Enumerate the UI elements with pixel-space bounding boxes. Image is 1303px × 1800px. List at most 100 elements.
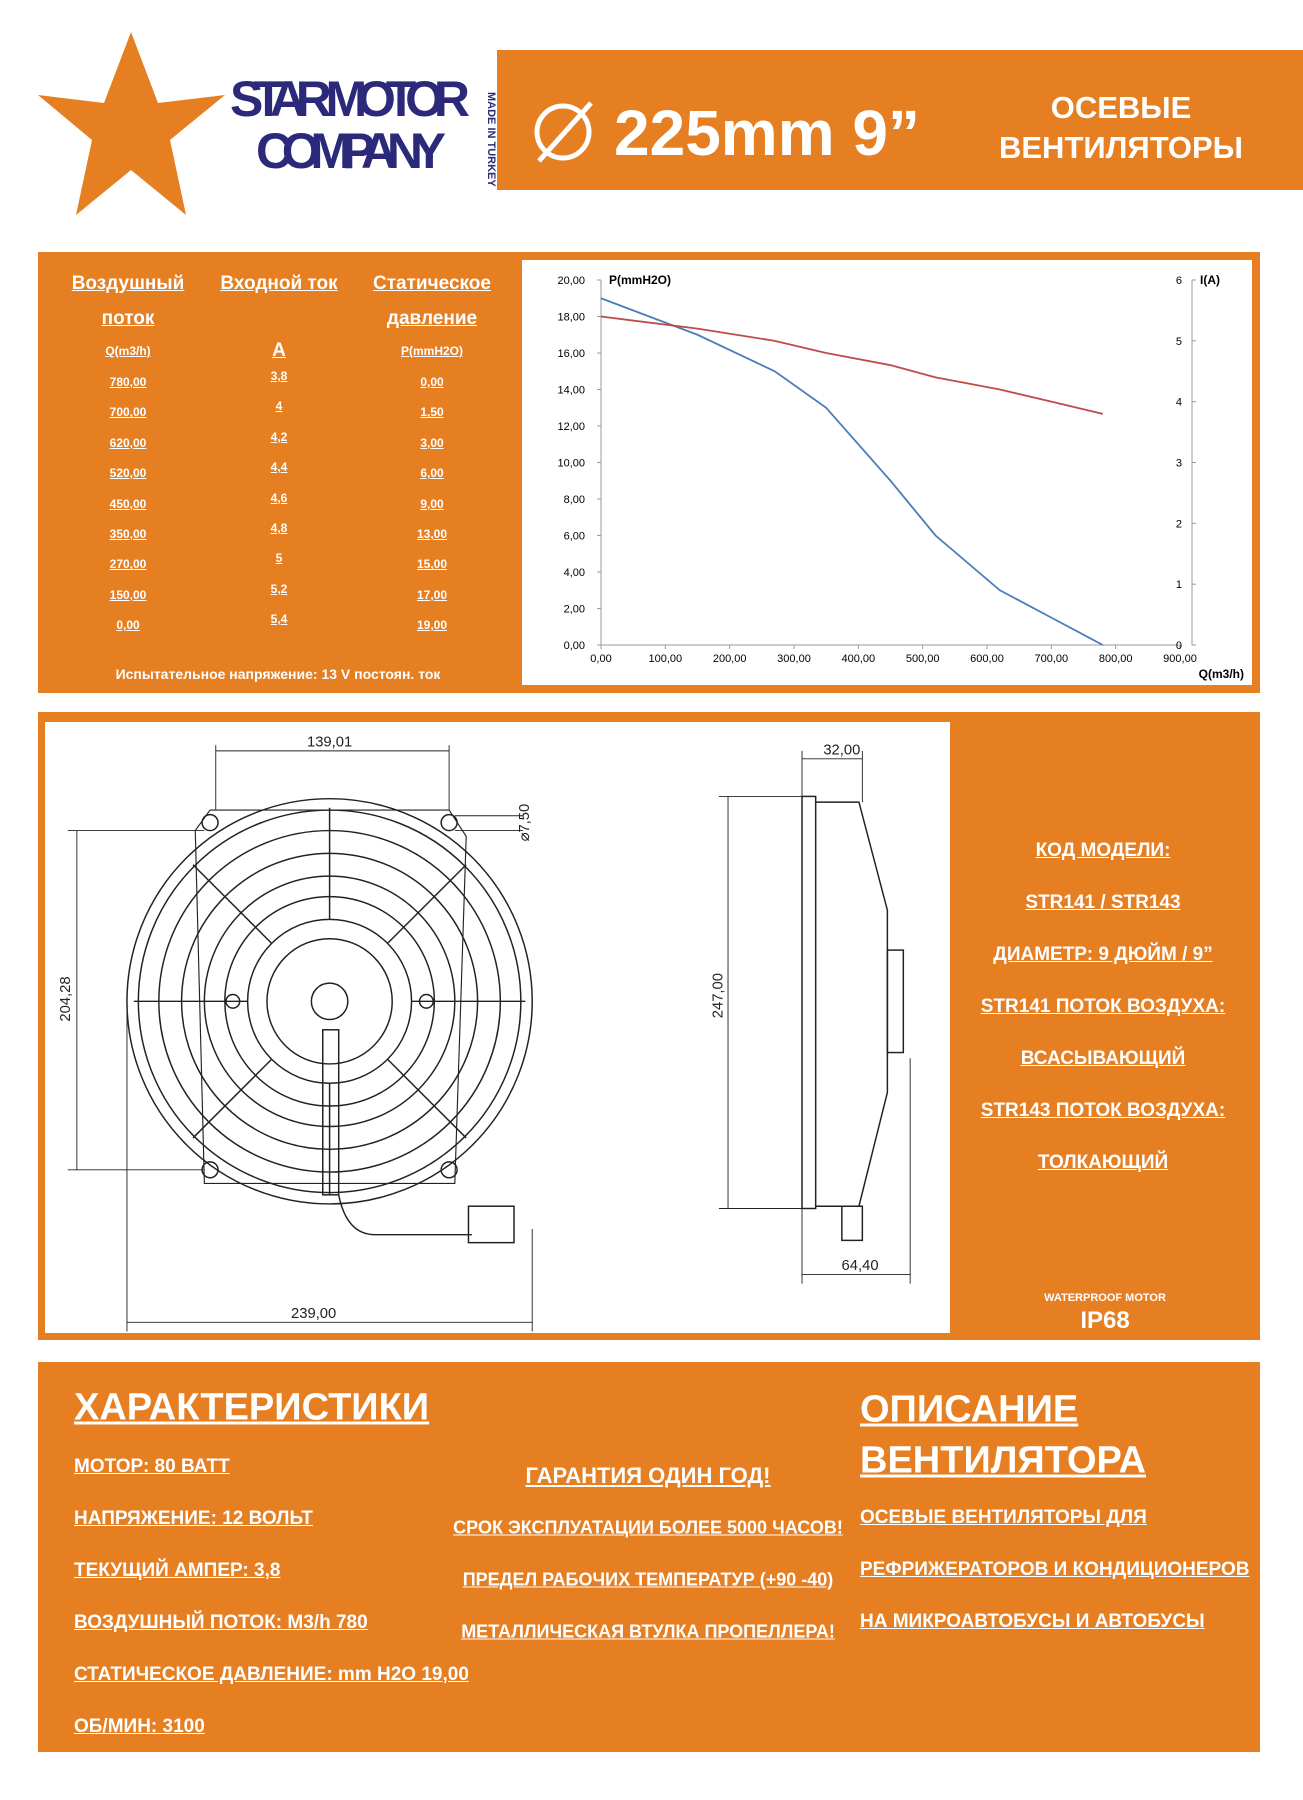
y-tick-label: 6,00 — [564, 531, 585, 543]
size-title: 225mm 9” — [614, 97, 920, 169]
table-cell: 4,2 — [270, 429, 288, 444]
table-cell: 0,00 — [420, 375, 444, 389]
x-tick-label: 800,00 — [1099, 653, 1133, 665]
dimension-label: 139,01 — [307, 734, 352, 750]
x-tick-label: 700,00 — [1035, 653, 1069, 665]
series-line — [600, 315, 1104, 415]
feature: СРОК ЭКСПЛУАТАЦИИ БОЛЕЕ 5000 ЧАСОВ! — [453, 1517, 843, 1538]
series-line — [600, 297, 1104, 646]
y2-tick-label: 6 — [1176, 275, 1182, 287]
model-line: STR141 / STR143 — [1025, 892, 1181, 913]
y-tick-label: 4,00 — [564, 567, 585, 579]
x-tick-label: 100,00 — [649, 653, 683, 665]
table-cell: 13,00 — [416, 527, 448, 541]
spec-item: ОБ/МИН: 3100 — [74, 1716, 205, 1737]
y-tick-label: 0,00 — [564, 640, 585, 652]
x-tick-label: 500,00 — [906, 653, 940, 665]
table-cell: 15,00 — [416, 557, 448, 572]
table-cell: 700,00 — [109, 405, 147, 420]
x-tick-label: 200,00 — [713, 653, 747, 665]
model-line: STR143 ПОТОК ВОЗДУХА: — [980, 1100, 1226, 1121]
spec-item: ВОЗДУШНЫЙ ПОТОК: M3/h 780 — [74, 1612, 368, 1633]
y-tick-label: 14,00 — [557, 385, 585, 397]
category: ВЕНТИЛЯТОРЫ — [998, 130, 1244, 165]
technical-drawing: 139,01 ⌀7,50 204,28 239,00 32,00 247,00 … — [45, 722, 950, 1333]
made-in: MADE IN TURKEY — [485, 92, 497, 187]
y-axis-title: P(mmH2O) — [609, 273, 671, 287]
chart: 0,00 100,00 200,00 300,00 400,00 500,00 600,00… — [522, 260, 1252, 685]
x-tick-label: 300,00 — [777, 653, 811, 665]
table-cell: 17,00 — [416, 587, 448, 602]
table-cell: 3,8 — [270, 369, 288, 383]
model-line: ТОЛКАЮЩИЙ — [1037, 1152, 1169, 1173]
badge-big: IP68 — [1080, 1307, 1130, 1334]
column-header: Воздушный — [71, 273, 185, 294]
description-item: НА МИКРОАВТОБУСЫ И АВТОБУСЫ — [860, 1611, 1205, 1632]
table-cell: 520,00 — [109, 466, 147, 481]
unit: Q(m3/h) — [105, 344, 151, 358]
table-cell: 4 — [275, 399, 283, 414]
description-item: РЕФРИЖЕРАТОРОВ И КОНДИЦИОНЕРОВ — [860, 1559, 1250, 1580]
y-tick-label: 10,00 — [557, 458, 585, 470]
y-tick-label: 12,00 — [557, 421, 585, 433]
y2-tick-label: 0 — [1176, 640, 1182, 652]
header-band — [497, 50, 1303, 190]
y-tick-label: 20,00 — [557, 275, 585, 287]
x-tick-label: 400,00 — [842, 653, 876, 665]
model-line: STR141 ПОТОК ВОЗДУХА: — [980, 996, 1226, 1017]
description-title: ОПИСАНИЕ — [860, 1388, 1079, 1431]
y-tick-label: 8,00 — [564, 494, 585, 506]
table-note: Испытательное напряжение: 13 V постоян. … — [115, 666, 441, 682]
table-cell: 350,00 — [109, 527, 147, 541]
x-axis-title: Q(m3/h) — [1199, 667, 1244, 681]
table-cell: 4,4 — [270, 460, 288, 475]
unit: A — [272, 340, 286, 361]
column-header: Статическое — [373, 273, 491, 294]
badge-small: WATERPROOF MOTOR — [1044, 1292, 1166, 1304]
dimension-label: 204,28 — [58, 976, 74, 1021]
spec-item: СТАТИЧЕСКОЕ ДАВЛЕНИЕ: mm H2O 19,00 — [74, 1664, 469, 1685]
unit: P(mmH2O) — [400, 344, 464, 358]
dimension-label: 32,00 — [823, 742, 860, 758]
table-cell: 1,50 — [420, 405, 444, 420]
column-header: Входной ток — [220, 273, 338, 294]
table-cell: 4,6 — [270, 490, 288, 505]
specs-panel — [38, 1362, 1260, 1752]
y-tick-label: 16,00 — [557, 348, 585, 360]
spec-item: НАПРЯЖЕНИЕ: 12 ВОЛЬТ — [74, 1508, 313, 1529]
y-tick-label: 2,00 — [564, 604, 585, 616]
specs-title: ХАРАКТЕРИСТИКИ — [74, 1386, 430, 1429]
brand-line: STAR MOTOR — [230, 71, 470, 127]
dimension-labels: 139,01 ⌀7,50 204,28 239,00 32,00 247,00 … — [58, 734, 879, 1321]
diameter-icon — [534, 101, 593, 163]
table-cell: 5,4 — [270, 612, 288, 627]
table-cell: 0,00 — [116, 618, 140, 633]
dimension-label: 239,00 — [291, 1306, 336, 1322]
y2-tick-label: 5 — [1176, 336, 1182, 348]
table-cell: 150,00 — [109, 587, 147, 602]
y2-tick-label: 3 — [1176, 458, 1182, 470]
y2-tick-label: 2 — [1176, 518, 1182, 530]
y2-tick-label: 1 — [1176, 579, 1182, 591]
y2-tick-label: 4 — [1176, 397, 1182, 409]
x-tick-label: 600,00 — [970, 653, 1004, 665]
model-line: ДИАМЕТР: 9 ДЮЙМ / 9” — [993, 944, 1213, 965]
table-cell: 5,2 — [270, 581, 288, 596]
description-item: ОСЕВЫЕ ВЕНТИЛЯТОРЫ ДЛЯ — [860, 1507, 1147, 1528]
logo-star — [38, 32, 225, 215]
fan-side — [801, 795, 905, 1242]
table-cell: 19,00 — [416, 618, 448, 633]
table-cell: 5 — [275, 551, 283, 566]
category: ОСЕВЫЕ — [1050, 90, 1192, 125]
table-cell: 620,00 — [109, 435, 147, 450]
dimension-label: 247,00 — [710, 973, 726, 1018]
table-cell: 4,8 — [270, 521, 288, 535]
model-line: КОД МОДЕЛИ: — [1035, 840, 1171, 861]
y2-axis-title: I(A) — [1200, 273, 1220, 287]
table-cell: 270,00 — [109, 557, 147, 572]
dimension-label: 64,40 — [842, 1258, 879, 1274]
feature: ГАРАНТИЯ ОДИН ГОД! — [525, 1463, 771, 1488]
spec-item: МОТОР: 80 ВАТТ — [74, 1456, 230, 1477]
column-header: давление — [386, 308, 478, 329]
